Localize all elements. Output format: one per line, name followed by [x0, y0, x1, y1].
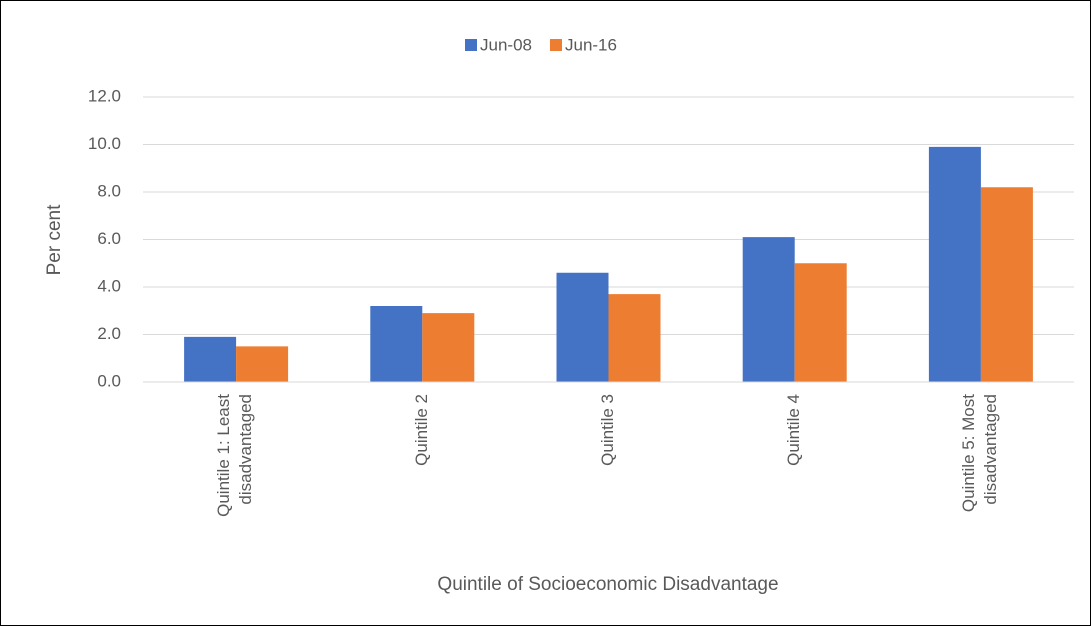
bar: [608, 294, 661, 382]
x-tick-label: Quintile 2: [412, 394, 431, 466]
bar: [794, 263, 847, 382]
y-tick-label: 12.0: [88, 86, 121, 105]
bar: [370, 306, 423, 382]
y-tick-label: 2.0: [97, 324, 121, 343]
bar: [236, 346, 289, 382]
bar: [556, 272, 609, 382]
bar: [742, 237, 795, 382]
bar: [422, 313, 475, 382]
legend-swatch: [465, 39, 477, 51]
legend-label: Jun-16: [565, 35, 617, 54]
bar: [184, 336, 237, 382]
y-tick-label: 0.0: [97, 371, 121, 390]
legend-swatch: [549, 39, 562, 51]
y-tick-label: 10.0: [88, 134, 121, 153]
y-axis-title: Per cent: [44, 204, 65, 275]
x-tick-label: Quintile 3: [598, 394, 617, 466]
x-tick-label: Quintile 1: Least disadvantaged: [215, 394, 256, 517]
x-tick-label: Quintile 4: [784, 394, 803, 466]
bar: [980, 187, 1033, 382]
x-axis-title: Quintile of Socioeconomic Disadvantage: [437, 574, 778, 595]
y-tick-label: 4.0: [97, 276, 121, 295]
legend-label: Jun-08: [480, 35, 532, 54]
y-tick-label: 6.0: [97, 229, 121, 248]
bar: [928, 146, 981, 382]
x-tick-label: Quintile 5: Most disadvantaged: [959, 394, 1000, 512]
y-tick-label: 8.0: [97, 181, 121, 200]
